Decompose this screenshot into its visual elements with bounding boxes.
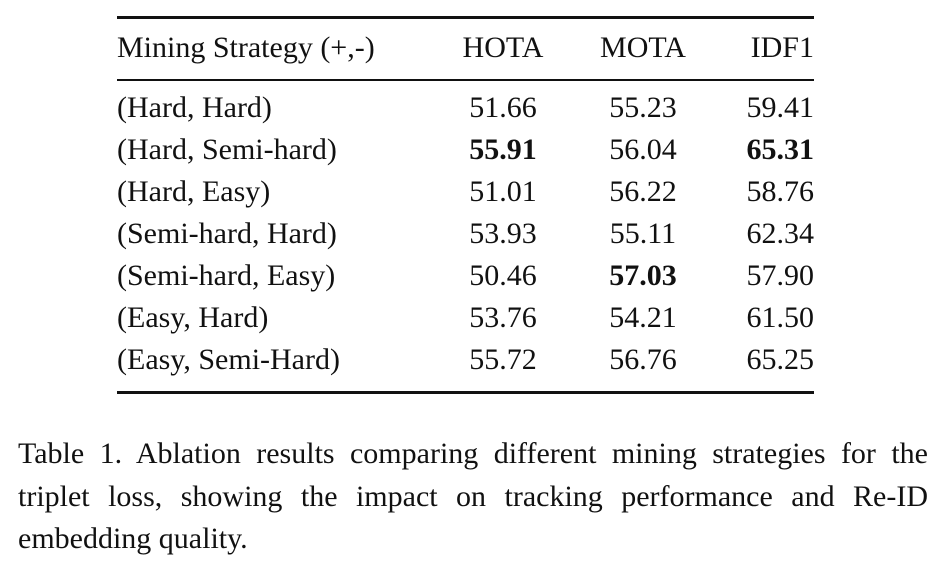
metric-cell: 54.21 bbox=[609, 301, 677, 334]
metric-cell: 55.72 bbox=[469, 343, 537, 376]
metric-cell: 56.04 bbox=[609, 133, 677, 166]
metric-cell: 65.31 bbox=[746, 133, 815, 166]
metric-cell: 51.01 bbox=[469, 175, 537, 208]
metric-cell: 57.03 bbox=[609, 259, 677, 292]
metric-cell: 55.91 bbox=[469, 133, 537, 166]
header-rule bbox=[117, 79, 814, 81]
column-header: Mining Strategy (+,-) bbox=[117, 31, 375, 64]
strategy-cell: (Semi-hard, Easy) bbox=[117, 259, 336, 292]
metric-cell: 59.41 bbox=[746, 91, 815, 124]
strategy-cell: (Hard, Easy) bbox=[117, 175, 271, 208]
column-header: IDF1 bbox=[750, 31, 814, 64]
metric-cell: 53.76 bbox=[469, 301, 537, 334]
strategy-cell: (Hard, Semi-hard) bbox=[117, 133, 337, 166]
metric-cell: 56.22 bbox=[609, 175, 677, 208]
table-caption: Table 1. Ablation results comparing diff… bbox=[18, 437, 928, 555]
strategy-cell: (Easy, Hard) bbox=[117, 301, 269, 334]
metric-cell: 51.66 bbox=[469, 91, 537, 124]
bottom-rule bbox=[117, 391, 814, 394]
metric-cell: 50.46 bbox=[469, 259, 537, 292]
metric-cell: 57.90 bbox=[746, 259, 815, 292]
column-header: MOTA bbox=[600, 31, 686, 64]
metric-cell: 61.50 bbox=[746, 301, 815, 334]
strategy-cell: (Easy, Semi-Hard) bbox=[117, 343, 340, 376]
metric-cell: 65.25 bbox=[746, 343, 815, 376]
strategy-cell: (Semi-hard, Hard) bbox=[117, 217, 337, 250]
metric-cell: 55.23 bbox=[609, 91, 677, 124]
metric-cell: 53.93 bbox=[469, 217, 537, 250]
metric-cell: 58.76 bbox=[746, 175, 815, 208]
metric-cell: 55.11 bbox=[609, 217, 677, 250]
metric-cell: 56.76 bbox=[609, 343, 677, 376]
metric-cell: 62.34 bbox=[746, 217, 815, 250]
top-rule bbox=[117, 16, 814, 19]
strategy-cell: (Hard, Hard) bbox=[117, 91, 272, 124]
column-header: HOTA bbox=[462, 31, 544, 64]
